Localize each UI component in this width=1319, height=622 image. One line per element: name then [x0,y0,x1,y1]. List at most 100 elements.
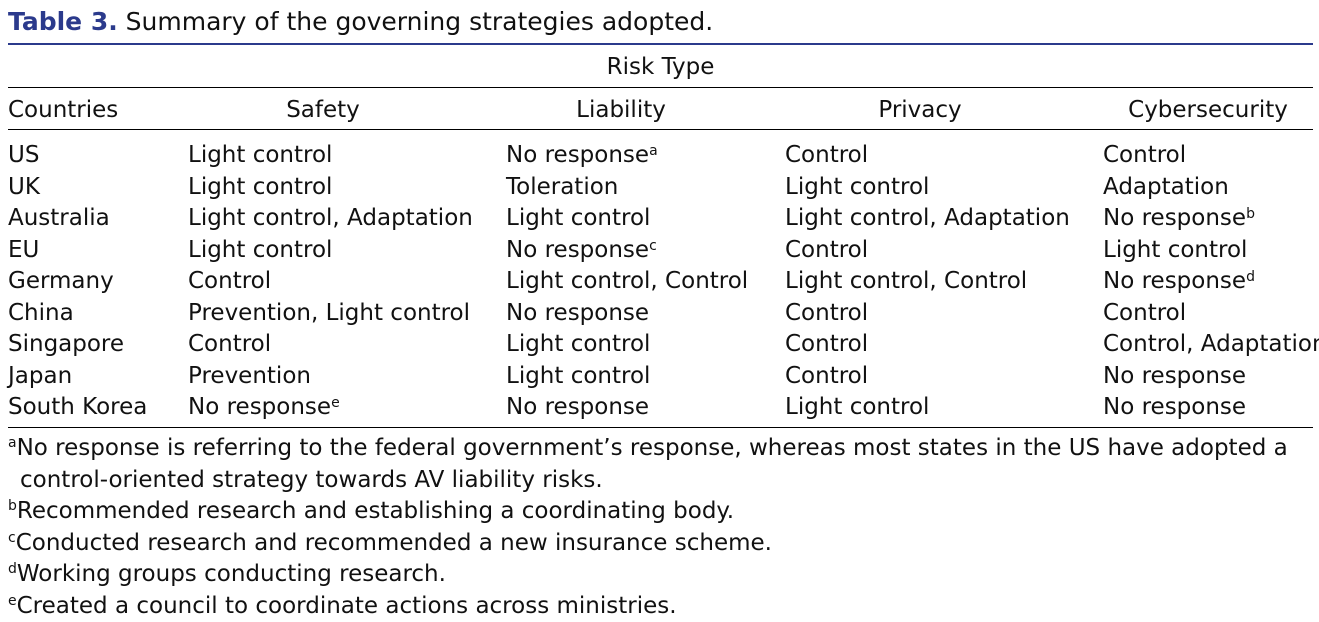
cell-liability-text: Toleration [506,174,618,200]
footnote-marker: c [8,530,16,546]
cell-cybersecurity-text: Control [1103,142,1186,168]
header-safety: Safety [188,96,458,124]
bottom-rule [8,427,1313,428]
cell-privacy-text: Control [785,363,868,389]
header-privacy: Privacy [785,96,1055,124]
footnote-marker: b [1246,206,1255,222]
cell-country: UK [8,173,40,201]
cell-country-text: China [8,300,74,326]
cell-country: Germany [8,267,114,295]
footnote-d: dWorking groups conducting research. [8,559,1313,591]
cell-cybersecurity-text: Control, Adaptation [1103,331,1319,357]
cell-country-text: Japan [8,363,72,389]
footnote-text: Created a council to coordinate actions … [17,593,677,619]
cell-safety: Light control [188,236,332,264]
cell-cybersecurity: Adaptation [1103,173,1229,201]
cell-liability-text: No response [506,394,649,420]
footnote-c: cConducted research and recommended a ne… [8,528,1313,560]
cell-safety-text: Light control, Adaptation [188,205,473,231]
cell-safety: Prevention [188,362,311,390]
footnote-a: aNo response is referring to the federal… [8,433,1313,496]
footnote-marker: d [8,561,17,577]
cell-safety: Light control [188,141,332,169]
cell-liability: Light control [506,204,650,232]
footnote-marker: a [649,143,658,159]
cell-cybersecurity: Light control [1103,236,1247,264]
cell-privacy-text: Light control [785,174,929,200]
header-cybersecurity: Cybersecurity [1103,96,1313,124]
cell-cybersecurity: No response [1103,362,1246,390]
cell-cybersecurity: No responsed [1103,267,1255,295]
cell-safety-text: No response [188,394,331,420]
footnote-b: bRecommended research and establishing a… [8,496,1313,528]
top-rule [8,43,1313,45]
table-row: Australia Light control, Adaptation Light … [0,204,1319,236]
cell-country: US [8,141,39,169]
cell-cybersecurity-text: No response [1103,363,1246,389]
cell-safety: No responsee [188,393,340,421]
cell-country: South Korea [8,393,147,421]
cell-safety-text: Control [188,268,271,294]
table-row: US Light control No responsea Control Contro… [0,141,1319,173]
cell-liability: Light control [506,362,650,390]
table-title: Summary of the governing strategies adop… [118,7,713,36]
cell-privacy: Control [785,141,868,169]
header-rule [8,129,1313,130]
cell-privacy-text: Control [785,142,868,168]
footnote-marker: e [331,395,340,411]
footnote-text: Conducted research and recommended a new… [16,530,772,556]
cell-cybersecurity-text: No response [1103,394,1246,420]
footnote-e: eCreated a council to coordinate actions… [8,591,1313,622]
cell-cybersecurity-text: Adaptation [1103,174,1229,200]
cell-privacy: Light control, Adaptation [785,204,1070,232]
footnote-text: Recommended research and establishing a … [17,498,734,524]
cell-liability: Light control [506,330,650,358]
cell-country-text: EU [8,237,39,263]
risk-type-spanner: Risk Type [8,53,1313,81]
cell-liability: Toleration [506,173,618,201]
footnote-marker: a [8,435,17,451]
cell-cybersecurity: No responseb [1103,204,1255,232]
footnotes: aNo response is referring to the federal… [8,433,1313,622]
cell-liability-text: Light control, Control [506,268,748,294]
table-row: Japan Prevention Light control Control No re… [0,362,1319,394]
cell-cybersecurity-text: No response [1103,268,1246,294]
header-countries: Countries [8,96,118,124]
cell-safety-text: Light control [188,142,332,168]
footnote-marker: d [1246,269,1255,285]
cell-privacy: Light control [785,393,929,421]
cell-liability: No response [506,393,649,421]
cell-country: EU [8,236,39,264]
cell-safety: Light control [188,173,332,201]
cell-safety-text: Control [188,331,271,357]
cell-liability-text: Light control [506,331,650,357]
cell-privacy: Control [785,299,868,327]
cell-privacy-text: Light control, Control [785,268,1027,294]
cell-privacy-text: Control [785,237,868,263]
cell-safety-text: Light control [188,237,332,263]
table-caption: Table 3. Summary of the governing strate… [8,6,713,38]
cell-safety-text: Prevention, Light control [188,300,470,326]
cell-privacy-text: Control [785,300,868,326]
cell-safety: Light control, Adaptation [188,204,473,232]
cell-safety-text: Light control [188,174,332,200]
cell-cybersecurity: No response [1103,393,1246,421]
header-liability: Liability [506,96,736,124]
cell-privacy: Control [785,362,868,390]
table-row: UK Light control Toleration Light control Ad… [0,173,1319,205]
cell-cybersecurity: Control [1103,141,1186,169]
cell-privacy: Control [785,330,868,358]
cell-cybersecurity: Control [1103,299,1186,327]
footnote-text: Working groups conducting research. [17,561,446,587]
table-label: Table 3. [8,7,118,36]
cell-liability-text: No response [506,237,649,263]
cell-liability-text: Light control [506,363,650,389]
cell-liability-text: No response [506,142,649,168]
cell-country: Australia [8,204,110,232]
cell-privacy: Control [785,236,868,264]
cell-country: China [8,299,74,327]
